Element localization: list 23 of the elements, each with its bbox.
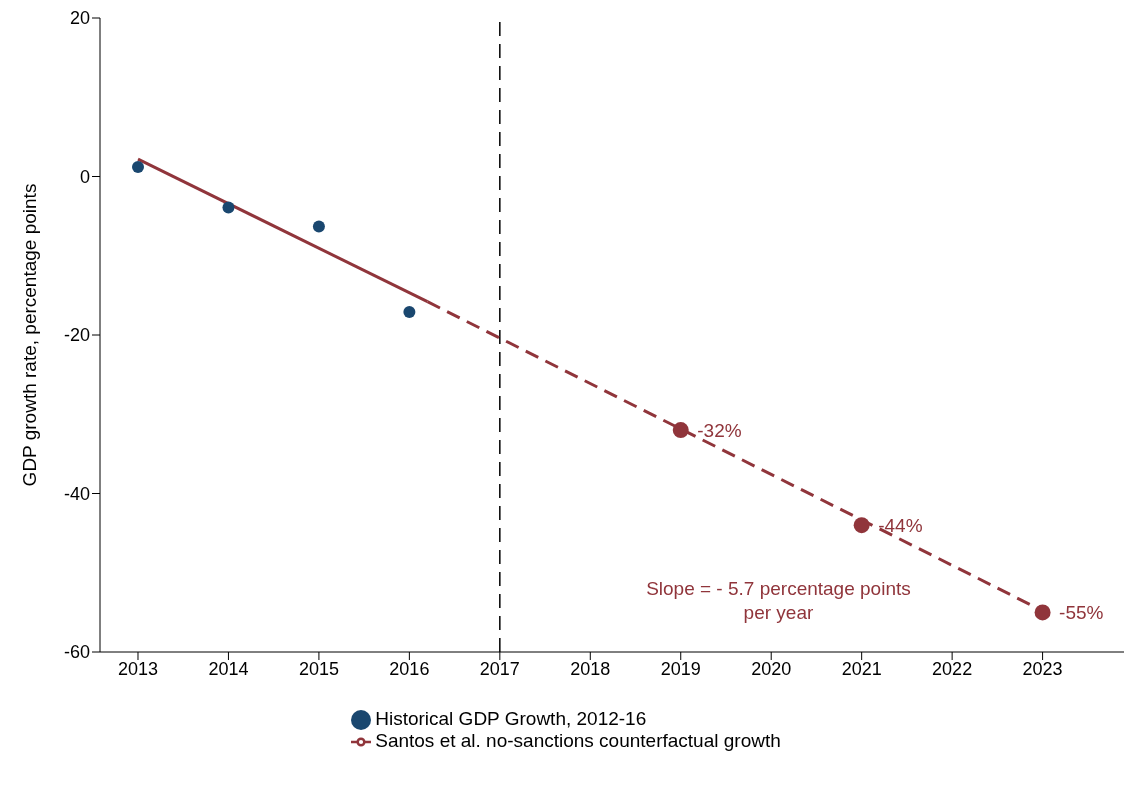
data-label: -44%	[878, 514, 923, 536]
y-tick-label: -60	[63, 642, 90, 663]
x-tick-label: 2016	[389, 658, 430, 679]
y-tick-label: 20	[69, 8, 90, 29]
data-label: -32%	[697, 419, 742, 441]
data-label: -55%	[1059, 602, 1104, 624]
y-tick-label: -20	[63, 325, 90, 346]
x-tick-label: 2021	[841, 658, 882, 679]
x-tick-label: 2023	[1022, 658, 1063, 679]
x-tick-label: 2017	[479, 658, 520, 679]
x-tick-label: 2020	[751, 658, 792, 679]
legend-label: Historical GDP Growth, 2012-16	[375, 708, 647, 729]
legend-label: Santos et al. no-sanctions counterfactual growth	[375, 730, 781, 751]
y-tick-label: -40	[63, 483, 90, 504]
x-tick-label: 2013	[117, 658, 159, 679]
x-tick-label: 2018	[570, 658, 611, 679]
x-tick-label: 2015	[298, 658, 339, 679]
y-tick-label: 0	[79, 166, 90, 187]
y-axis-title: GDP growth rate, percentage points	[18, 183, 40, 487]
x-tick-label: 2014	[208, 658, 249, 679]
x-tick-label: 2022	[932, 658, 973, 679]
x-tick-label: 2019	[660, 658, 701, 679]
annotation: Slope = - 5.7 percentage points per year	[645, 577, 912, 625]
